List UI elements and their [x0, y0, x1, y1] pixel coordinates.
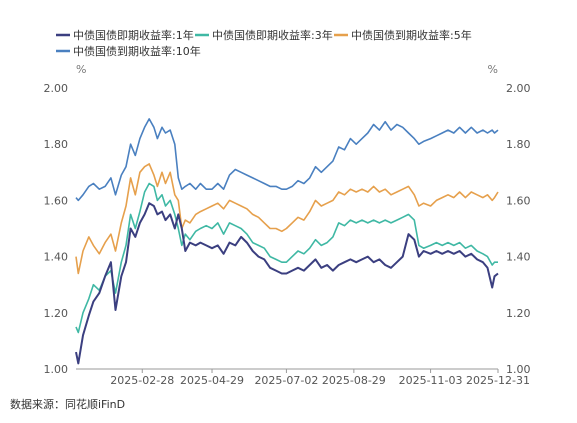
series-layer [75, 118, 499, 365]
y-tick-right: 1.20 [506, 307, 531, 320]
y-tick-left: 1.80 [44, 138, 69, 151]
y-axis-right-ticks: 1.00 1.20 1.40 1.60 1.80 2.00 [506, 82, 531, 376]
legend-label: 中债国债到期收益率:10年 [73, 44, 201, 58]
y-axis-left-ticks: 1.00 1.20 1.40 1.60 1.80 2.00 [44, 82, 69, 376]
series-line-2 [75, 182, 498, 334]
series-line-4 [75, 118, 499, 202]
y-tick-left: 1.00 [44, 363, 69, 376]
data-source: 数据来源：同花顺iFinD [10, 397, 125, 411]
x-tick-label: 2025-04-29 [180, 374, 244, 387]
y-tick-left: 1.20 [44, 307, 69, 320]
y-tick-right: 2.00 [506, 82, 531, 95]
y-tick-right: 1.40 [506, 251, 531, 264]
x-tick-label: 2025-12-31 [466, 374, 530, 387]
series-line-1 [75, 202, 499, 365]
legend-label: 中债国债即期收益率:1年 [73, 28, 194, 42]
series-line-3 [75, 163, 499, 275]
y-axis-unit-right: % [488, 63, 498, 76]
y-tick-left: 1.40 [44, 251, 69, 264]
x-tick-label: 2025-07-02 [254, 374, 318, 387]
x-tick-label: 2025-11-03 [399, 374, 463, 387]
x-tick-label: 2025-02-28 [110, 374, 174, 387]
y-tick-left: 1.60 [44, 194, 69, 207]
y-tick-right: 1.80 [506, 138, 531, 151]
y-tick-right: 1.00 [506, 363, 531, 376]
y-axis-unit-left: % [76, 63, 86, 76]
legend: 中债国债即期收益率:1年 中债国债即期收益率:3年 中债国债到期收益率:5年中债国债… [56, 28, 472, 58]
legend-label: 中债国债到期收益率:5年 [351, 28, 472, 42]
x-axis-ticks: 2025-02-28 2025-04-29 2025-07-02 2025-08-29… [110, 369, 530, 387]
x-tick-label: 2025-08-29 [322, 374, 386, 387]
y-tick-right: 1.60 [506, 194, 531, 207]
y-tick-left: 2.00 [44, 82, 69, 95]
legend-label: 中债国债即期收益率:3年 [212, 28, 333, 42]
